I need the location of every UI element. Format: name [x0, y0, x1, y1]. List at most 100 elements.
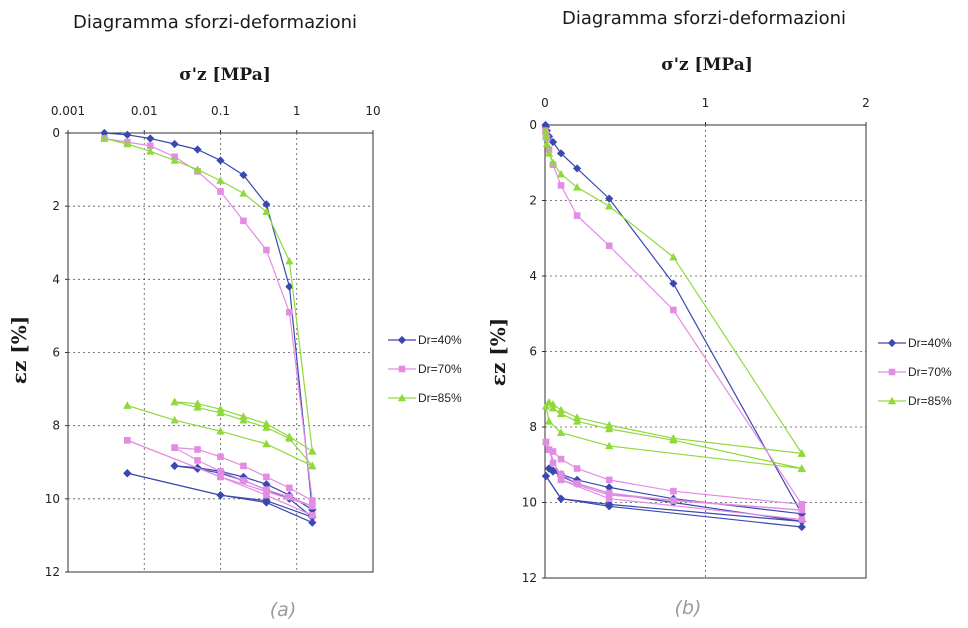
y-axis-title: εz [%]	[486, 318, 510, 386]
data-point-square	[798, 506, 806, 514]
data-point-square	[263, 491, 270, 499]
series-line	[544, 130, 803, 454]
data-point-triangle	[397, 393, 407, 402]
data-point-square	[217, 468, 224, 475]
y-tick-label: 2	[52, 199, 60, 213]
data-point-diamond	[170, 461, 179, 471]
series-line	[548, 402, 802, 470]
series-line	[127, 439, 313, 516]
chart-title: Diagramma sforzi-deformazioni	[562, 8, 846, 29]
data-point-square	[240, 462, 247, 470]
data-point-diamond	[239, 170, 248, 180]
legend-label: Dr=40%	[418, 333, 462, 347]
caption-b: (b)	[675, 597, 702, 619]
legend-label: Dr=40%	[908, 336, 952, 350]
data-point-diamond	[605, 502, 614, 511]
data-point-triangle	[216, 176, 225, 184]
x-tick-label: 10	[365, 104, 380, 118]
data-point-triangle	[605, 201, 614, 210]
legend-label: Dr=70%	[418, 362, 462, 376]
y-tick-label: 4	[529, 269, 537, 283]
chart-panel-a: Diagramma sforzi-deformazioni σ'z [MPa] …	[7, 12, 462, 621]
data-point-triangle	[605, 441, 614, 450]
data-point-triangle	[797, 464, 806, 472]
data-point-square	[263, 473, 270, 481]
y-tick-label: 0	[52, 126, 60, 140]
data-point-square	[194, 446, 201, 453]
data-point-diamond	[887, 338, 897, 348]
data-point-triangle	[308, 446, 317, 455]
data-point-square	[309, 502, 316, 510]
data-point-square	[263, 488, 270, 495]
data-point-square	[286, 308, 293, 316]
data-point-triangle	[170, 397, 179, 406]
data-point-diamond	[262, 498, 271, 507]
data-point-square	[124, 437, 131, 444]
series-group	[100, 128, 317, 527]
caption-a: (a)	[270, 599, 296, 621]
data-point-diamond	[541, 471, 551, 481]
data-point-diamond	[548, 137, 558, 147]
data-point-diamond	[262, 480, 271, 489]
legend-label: Dr=70%	[908, 365, 952, 379]
data-point-square	[605, 491, 613, 499]
data-point-diamond	[216, 156, 225, 165]
y-tick-label: 0	[529, 118, 537, 132]
data-point-square	[573, 480, 581, 487]
y-tick-label: 8	[52, 419, 60, 433]
data-point-square	[557, 470, 565, 478]
data-point-square	[194, 457, 201, 464]
data-point-triangle	[573, 182, 582, 191]
data-point-diamond	[556, 149, 566, 158]
data-point-square	[146, 142, 154, 150]
data-point-diamond	[308, 518, 317, 527]
data-point-square	[263, 246, 270, 254]
data-point-triangle	[170, 156, 179, 164]
data-point-triangle	[285, 256, 294, 265]
y-tick-label: 12	[522, 571, 537, 585]
y-axis-title: εz [%]	[7, 316, 31, 384]
data-point-square	[605, 242, 613, 250]
data-point-triangle	[285, 434, 294, 442]
data-point-diamond	[605, 483, 614, 492]
data-point-triangle	[548, 158, 558, 167]
data-point-triangle	[308, 461, 317, 470]
x-tick-label: 1	[293, 104, 301, 118]
data-point-square	[217, 473, 224, 481]
data-point-triangle	[262, 207, 271, 215]
y-tick-label: 10	[45, 492, 60, 506]
data-point-diamond	[797, 522, 806, 532]
series-group	[541, 126, 806, 472]
series-line	[545, 475, 802, 528]
x-axis-title: σ'z [MPa]	[661, 55, 753, 75]
legend-label: Dr=85%	[418, 391, 462, 405]
data-point-square	[240, 217, 247, 225]
data-point-diamond	[544, 464, 554, 473]
data-point-square	[605, 495, 613, 503]
series-group	[542, 127, 806, 523]
data-point-triangle	[100, 134, 109, 142]
data-point-triangle	[669, 252, 678, 261]
y-tick-label: 6	[52, 346, 60, 360]
data-point-square	[573, 212, 581, 219]
data-point-triangle	[573, 417, 582, 425]
data-point-triangle	[193, 403, 202, 411]
data-point-square	[549, 459, 557, 467]
data-point-square	[309, 497, 316, 504]
series-line	[544, 124, 803, 515]
data-point-triangle	[239, 415, 248, 424]
data-point-triangle	[216, 426, 225, 435]
plot-area: 0.001 0.01 0.1 1 10 0 2 4 6 8 10 12 Dr=40% Dr=70% Dr=8…	[45, 104, 462, 579]
data-point-triangle	[669, 435, 678, 444]
data-point-triangle	[605, 424, 614, 433]
data-point-square	[557, 476, 565, 484]
series-line	[104, 132, 313, 510]
data-point-triangle	[193, 165, 202, 173]
data-point-diamond	[285, 282, 294, 291]
data-point-triangle	[548, 403, 558, 412]
data-point-square	[217, 453, 224, 461]
data-point-triangle	[797, 449, 806, 457]
legend: Dr=40% Dr=70% Dr=85%	[878, 336, 952, 408]
series-line	[545, 441, 802, 521]
x-axis-title: σ'z [MPa]	[179, 65, 271, 85]
